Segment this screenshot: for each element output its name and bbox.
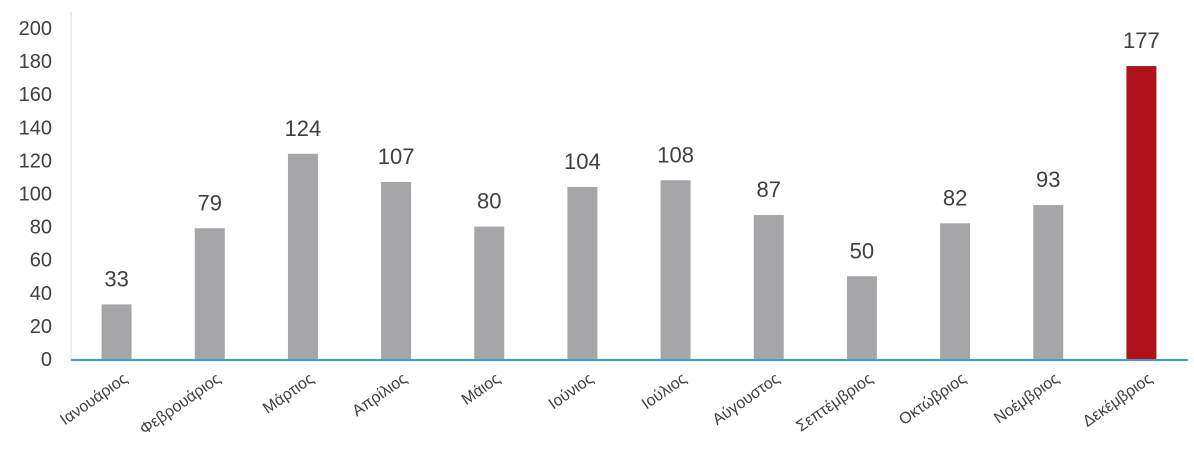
y-tick-label: 40: [30, 283, 52, 305]
y-tick-label: 100: [19, 184, 52, 206]
x-tick-label: Απρίλιος: [349, 370, 410, 420]
data-label: 80: [477, 189, 501, 214]
y-tick-label: 80: [30, 217, 52, 239]
data-label: 33: [104, 266, 128, 291]
x-tick-label: Νοέμβριος: [991, 370, 1063, 427]
data-label: 87: [757, 177, 781, 202]
data-label: 107: [378, 144, 415, 169]
data-label: 50: [850, 238, 874, 263]
y-tick-label: 180: [19, 51, 52, 73]
x-tick-label: Ιούνιος: [546, 370, 597, 413]
y-tick-label: 200: [19, 18, 52, 40]
x-tick-label: Ιανουάριος: [57, 370, 131, 429]
data-labels: 33 79 124 107 80 104 108 87 50 82 93 177: [104, 28, 1159, 291]
bar-4: [381, 181, 412, 359]
bar-10: [940, 223, 971, 359]
data-label: 104: [564, 149, 601, 174]
bar-8: [753, 215, 784, 359]
data-label: 82: [943, 185, 967, 210]
x-tick-label: Μάρτιος: [260, 370, 317, 417]
data-label: 93: [1036, 167, 1060, 192]
bar-3: [287, 153, 318, 359]
bar-11: [1033, 205, 1064, 359]
x-tick-label: Μάιος: [459, 370, 504, 409]
bar-5: [474, 226, 505, 359]
x-tick-label: Φεβρουάριος: [137, 370, 224, 438]
x-tick-label: Αύγουστος: [710, 370, 784, 429]
data-label: 79: [198, 190, 222, 215]
bar-9: [846, 276, 877, 359]
x-tick-label: Δεκέμβριος: [1080, 370, 1156, 430]
y-tick-label: 60: [30, 250, 52, 272]
x-tick-label: Οκτώβριος: [896, 370, 969, 429]
bar-12: [1126, 66, 1157, 359]
x-axis: Ιανουάριος Φεβρουάριος Μάρτιος Απρίλιος Μάιο…: [57, 359, 1188, 438]
x-tick-label: Σεπτέμβριος: [793, 370, 876, 435]
data-label: 177: [1123, 28, 1160, 53]
bar-1: [101, 304, 132, 359]
y-tick-label: 120: [19, 150, 52, 172]
y-axis: 0 20 40 60 80 100 120 140 160 180 200: [19, 12, 72, 371]
y-tick-label: 0: [41, 349, 52, 371]
bar-6: [567, 186, 598, 359]
x-tick-label: Ιούλιος: [639, 370, 690, 413]
data-label: 108: [657, 142, 694, 167]
bar-7: [660, 180, 691, 359]
y-tick-label: 140: [19, 117, 52, 139]
data-label: 124: [285, 116, 322, 141]
y-tick-label: 20: [30, 316, 52, 338]
y-tick-label: 160: [19, 84, 52, 106]
bars: [101, 66, 1157, 359]
bar-2: [194, 228, 225, 359]
